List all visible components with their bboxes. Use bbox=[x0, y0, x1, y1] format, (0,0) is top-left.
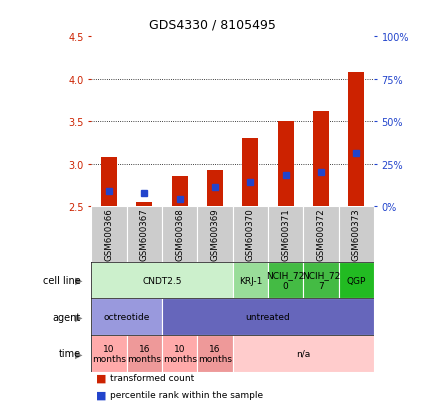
Text: octreotide: octreotide bbox=[104, 313, 150, 321]
Text: 16
months: 16 months bbox=[198, 344, 232, 363]
Text: NCIH_72
0: NCIH_72 0 bbox=[266, 271, 305, 290]
Bar bbox=[339, 206, 374, 262]
Text: ▶: ▶ bbox=[75, 349, 83, 358]
Bar bbox=[162, 299, 374, 335]
Text: CNDT2.5: CNDT2.5 bbox=[142, 276, 182, 285]
Bar bbox=[242, 139, 258, 206]
Text: cell line: cell line bbox=[43, 275, 81, 285]
Text: QGP: QGP bbox=[347, 276, 366, 285]
Bar bbox=[136, 202, 152, 206]
Bar bbox=[91, 262, 233, 299]
Text: ▶: ▶ bbox=[75, 312, 83, 322]
Text: percentile rank within the sample: percentile rank within the sample bbox=[110, 390, 264, 399]
Bar bbox=[278, 122, 294, 206]
Text: GDS4330 / 8105495: GDS4330 / 8105495 bbox=[149, 19, 276, 31]
Bar bbox=[233, 206, 268, 262]
Text: n/a: n/a bbox=[296, 349, 311, 358]
Text: GSM600367: GSM600367 bbox=[140, 208, 149, 261]
Bar bbox=[233, 335, 374, 372]
Bar bbox=[268, 206, 303, 262]
Text: 10
months: 10 months bbox=[163, 344, 197, 363]
Bar bbox=[127, 206, 162, 262]
Text: GSM600373: GSM600373 bbox=[352, 208, 361, 261]
Text: KRJ-1: KRJ-1 bbox=[239, 276, 262, 285]
Text: 16
months: 16 months bbox=[128, 344, 162, 363]
Text: ▶: ▶ bbox=[75, 275, 83, 285]
Bar bbox=[303, 206, 339, 262]
Bar bbox=[339, 262, 374, 299]
Bar bbox=[162, 335, 197, 372]
Text: ■: ■ bbox=[96, 373, 106, 383]
Text: time: time bbox=[59, 349, 81, 358]
Text: ■: ■ bbox=[96, 389, 106, 399]
Bar bbox=[197, 335, 233, 372]
Bar bbox=[197, 206, 233, 262]
Bar bbox=[207, 170, 223, 206]
Bar bbox=[233, 262, 268, 299]
Bar bbox=[268, 262, 303, 299]
Text: untreated: untreated bbox=[246, 313, 290, 321]
Bar bbox=[101, 157, 117, 206]
Bar bbox=[348, 73, 364, 206]
Text: GSM600370: GSM600370 bbox=[246, 208, 255, 261]
Text: GSM600371: GSM600371 bbox=[281, 208, 290, 261]
Text: 10
months: 10 months bbox=[92, 344, 126, 363]
Bar bbox=[91, 335, 127, 372]
Text: GSM600372: GSM600372 bbox=[317, 208, 326, 261]
Bar bbox=[313, 112, 329, 206]
Bar bbox=[127, 335, 162, 372]
Bar bbox=[91, 299, 162, 335]
Bar bbox=[91, 206, 127, 262]
Bar bbox=[162, 206, 197, 262]
Text: NCIH_72
7: NCIH_72 7 bbox=[302, 271, 340, 290]
Text: agent: agent bbox=[53, 312, 81, 322]
Bar bbox=[303, 262, 339, 299]
Text: GSM600369: GSM600369 bbox=[210, 208, 220, 261]
Text: GSM600368: GSM600368 bbox=[175, 208, 184, 261]
Text: transformed count: transformed count bbox=[110, 373, 195, 382]
Bar bbox=[172, 177, 188, 206]
Text: GSM600366: GSM600366 bbox=[105, 208, 113, 261]
